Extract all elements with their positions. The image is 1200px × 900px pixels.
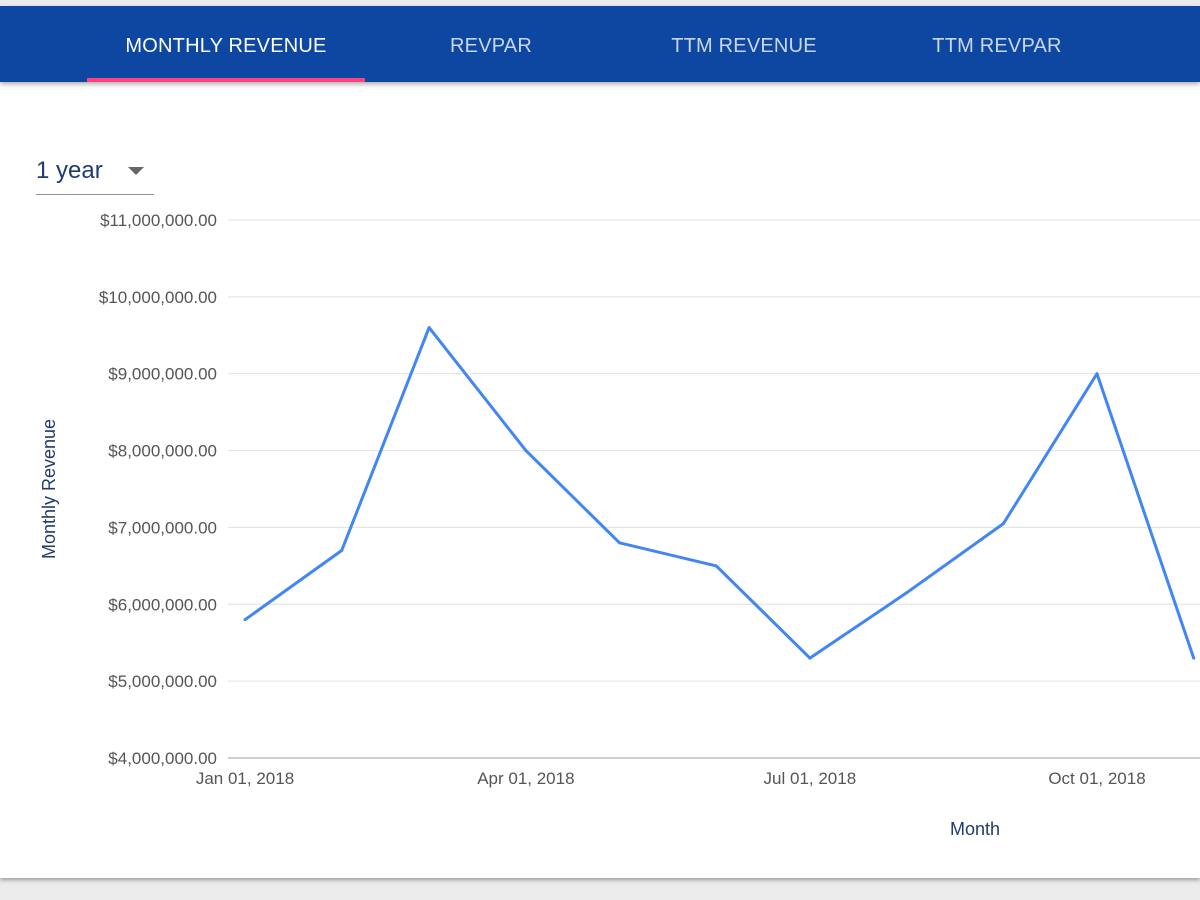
data-point[interactable]: [808, 656, 812, 660]
x-tick-label: Oct 01, 2018: [1048, 769, 1145, 788]
y-tick-label: $7,000,000.00: [108, 518, 217, 537]
tab-bar: MONTHLY REVENUE REVPAR TTM REVENUE TTM R…: [0, 6, 1200, 82]
tab-monthly-revenue[interactable]: MONTHLY REVENUE: [125, 35, 327, 57]
y-tick-label: $11,000,000.00: [100, 211, 217, 230]
y-tick-label: $9,000,000.00: [108, 365, 217, 384]
y-tick-label: $8,000,000.00: [108, 442, 217, 461]
y-tick-label: $6,000,000.00: [108, 595, 217, 614]
x-axis-title: Month: [950, 819, 1000, 839]
y-tick-label: $10,000,000.00: [99, 288, 217, 307]
tab-ttm-revpar[interactable]: TTM REVPAR: [932, 35, 1062, 57]
tab-revpar[interactable]: REVPAR: [450, 35, 532, 57]
data-point[interactable]: [1095, 372, 1099, 376]
data-point[interactable]: [714, 564, 718, 568]
data-point[interactable]: [905, 591, 909, 595]
data-point[interactable]: [618, 541, 622, 545]
monthly-revenue-chart: $11,000,000.00 $10,000,000.00 $9,000,000.0…: [39, 211, 1200, 839]
tab-ttm-revenue[interactable]: TTM REVENUE: [671, 35, 817, 57]
y-axis-title: Monthly Revenue: [39, 419, 59, 559]
revenue-card: MONTHLY REVENUE REVPAR TTM REVENUE TTM R…: [0, 6, 1200, 878]
active-tab-indicator: [87, 78, 365, 82]
time-range-select[interactable]: 1 year: [36, 156, 154, 195]
y-tick-label: $5,000,000.00: [108, 672, 217, 691]
data-point[interactable]: [427, 326, 431, 330]
x-tick-label: Jan 01, 2018: [196, 769, 294, 788]
data-point[interactable]: [524, 449, 528, 453]
data-point[interactable]: [1001, 522, 1005, 526]
y-tick-label: $4,000,000.00: [108, 749, 217, 768]
data-point[interactable]: [340, 548, 344, 552]
revenue-series-line: [244, 326, 1196, 660]
x-tick-label: Jul 01, 2018: [764, 769, 857, 788]
time-range-value: 1 year: [36, 157, 103, 184]
data-point[interactable]: [1192, 656, 1196, 660]
x-tick-label: Apr 01, 2018: [477, 769, 574, 788]
caret-down-icon: [128, 167, 144, 175]
data-point[interactable]: [243, 618, 247, 622]
